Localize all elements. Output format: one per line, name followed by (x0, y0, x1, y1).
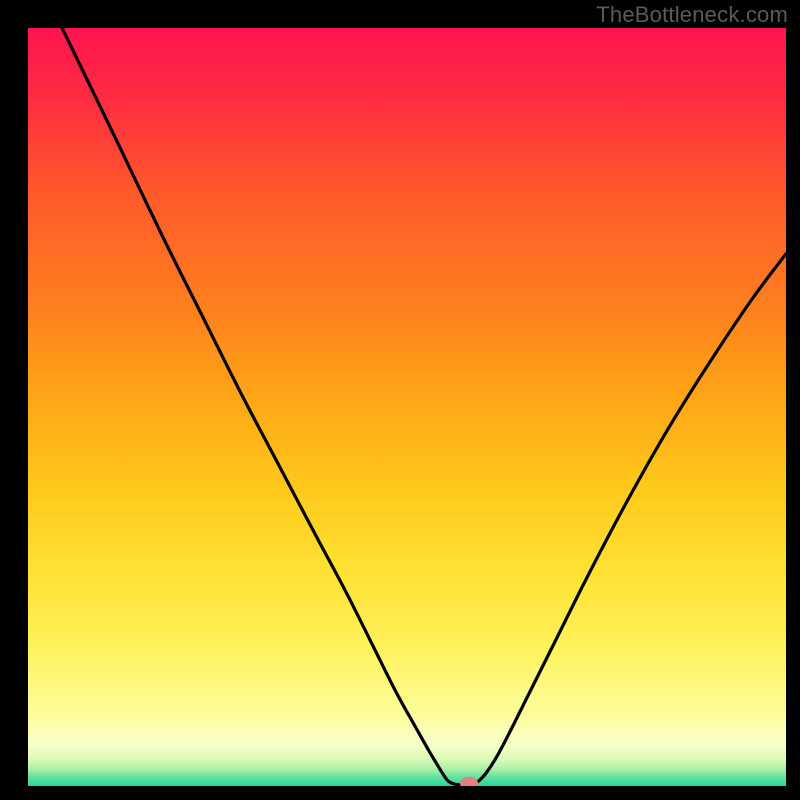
chart-plot-area (28, 28, 786, 786)
bottleneck-curve (28, 28, 786, 786)
watermark-text: TheBottleneck.com (596, 2, 788, 28)
minimum-marker (460, 777, 478, 786)
